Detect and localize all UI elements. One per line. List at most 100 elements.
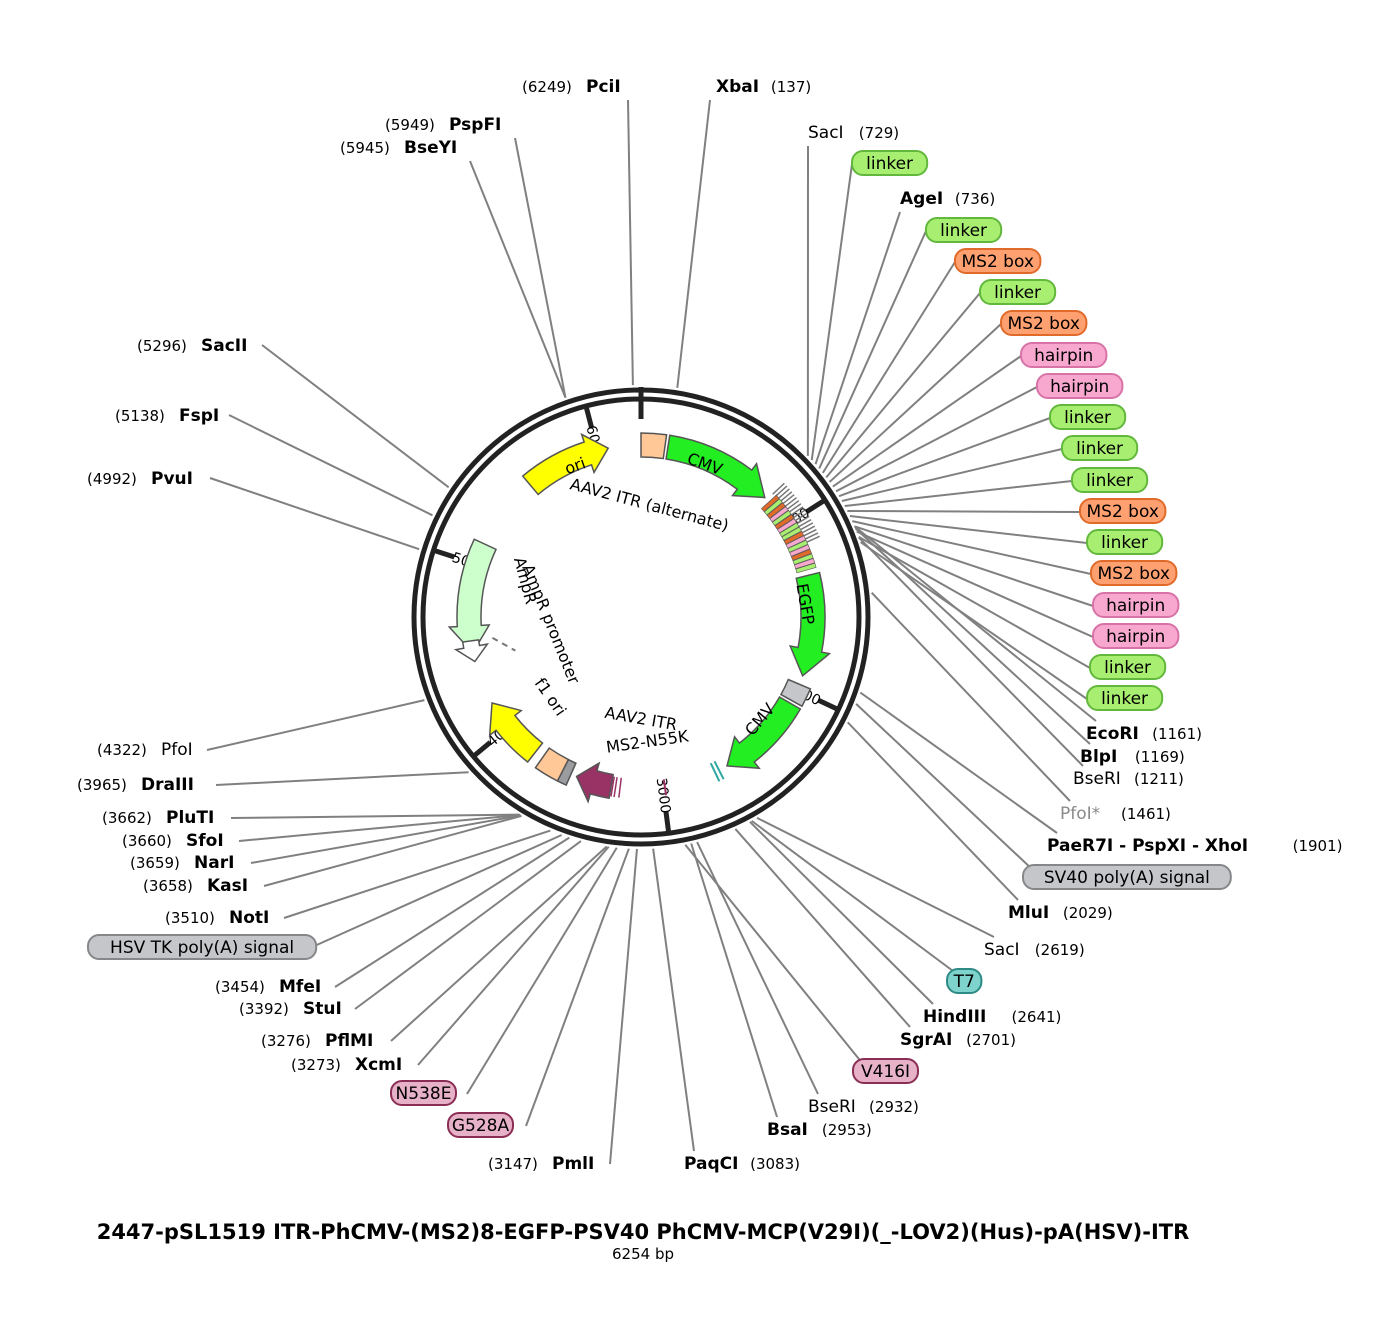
pill-label: V416I (861, 1062, 910, 1082)
feature-pill-linker[interactable]: linker (1049, 404, 1127, 430)
sv40-block[interactable] (779, 678, 812, 708)
itr-alternate-block[interactable] (640, 432, 668, 460)
pill-label: linker (1064, 408, 1111, 428)
pill-background (1086, 529, 1164, 555)
site-position-label: (1901) (1293, 837, 1343, 855)
feature-pill-linker[interactable]: linker (925, 217, 1003, 243)
site-position-label: (2701) (966, 1031, 1016, 1049)
restriction-site-pluti[interactable]: PluTI (3662) (102, 808, 214, 828)
ms2-cassette-stripe (776, 518, 797, 534)
egfp-arrow[interactable] (788, 571, 832, 678)
feature-pill-n538e[interactable]: N538E (390, 1080, 457, 1106)
restriction-site-mfei[interactable]: MfeI (3454) (215, 977, 321, 997)
feature-pill-hsv-tk-poly-a-signal[interactable]: HSV TK poly(A) signal (87, 934, 318, 960)
site-name-label: PaeR7I - PspXI - XhoI (1047, 836, 1248, 856)
pill-label: hairpin (1106, 596, 1165, 616)
restriction-site-hindiii[interactable]: HindIII (2641) (923, 1007, 1061, 1027)
restriction-site-saci[interactable]: SacI (2619) (984, 940, 1085, 960)
restriction-site-xcmi[interactable]: XcmI (3273) (291, 1055, 402, 1075)
restriction-site-sfoi[interactable]: SfoI (3660) (122, 831, 224, 851)
ampr-arrow[interactable] (447, 538, 497, 655)
feature-pill-g528a[interactable]: G528A (447, 1112, 514, 1138)
restriction-site-ecori[interactable]: EcoRI (1161) (1086, 724, 1202, 744)
restriction-site-mlui[interactable]: MluI (2029) (1008, 903, 1113, 923)
restriction-site-agei[interactable]: AgeI (736) (900, 189, 995, 209)
cassette-cut-mark (785, 500, 800, 511)
ampr-promoter-arrow[interactable] (453, 638, 490, 663)
restriction-site-paer7i-pspxi-xhoi[interactable]: PaeR7I - PspXI - XhoI (1901) (1047, 836, 1343, 856)
feature-pill-hairpin[interactable]: hairpin (1036, 373, 1124, 399)
ms2-n55k-arrow[interactable] (575, 761, 615, 804)
restriction-site-kasi[interactable]: KasI (3658) (143, 876, 248, 896)
site-position-label: (5945) (340, 139, 390, 157)
feature-pill-hairpin[interactable]: hairpin (1092, 623, 1180, 649)
restriction-site-pflmi[interactable]: PflMI (3276) (261, 1031, 373, 1051)
f1-ori-arrow[interactable] (488, 702, 544, 764)
site-name-label: NarI (194, 853, 234, 873)
pill-background (1086, 685, 1164, 711)
site-name-label: HindIII (923, 1007, 986, 1027)
restriction-site-pfoi[interactable]: PfoI (4322) (97, 740, 193, 760)
feature-pill-v416i[interactable]: V416I (852, 1058, 919, 1084)
restriction-site-stui[interactable]: StuI (3392) (239, 999, 342, 1019)
feature-pill-ms2-box[interactable]: MS2 box (954, 248, 1042, 274)
site-name-label: XcmI (355, 1055, 402, 1075)
feature-pill-sv40-poly-a-signal[interactable]: SV40 poly(A) signal (1022, 864, 1232, 890)
cassette-cut-mark (793, 512, 808, 523)
restriction-site-sacii[interactable]: SacII (5296) (137, 336, 247, 356)
restriction-site-paqci[interactable]: PaqCI (3083) (684, 1154, 800, 1174)
feature-pill-linker[interactable]: linker (1086, 529, 1164, 555)
site-position-label: (5949) (385, 116, 435, 134)
restriction-site-bseyi[interactable]: BseYI (5945) (340, 138, 457, 158)
pill-label: HSV TK poly(A) signal (110, 938, 294, 958)
feature-pill-linker[interactable]: linker (1086, 685, 1164, 711)
restriction-site-bseri[interactable]: BseRI (2932) (808, 1097, 919, 1117)
pill-background (1090, 560, 1178, 586)
ori-arrow[interactable] (521, 432, 610, 496)
restriction-site-fspi[interactable]: FspI (5138) (115, 406, 219, 426)
restriction-site-pspfi[interactable]: PspFI (5949) (385, 115, 501, 135)
feature-pill-t7[interactable]: T7 (946, 968, 983, 994)
restriction-site-xbai[interactable]: XbaI (137) (716, 77, 811, 97)
mutation-mark (610, 776, 616, 797)
restriction-site-pcii[interactable]: PciI (6249) (522, 77, 621, 97)
restriction-site-pfoi-[interactable]: PfoI* (1461) (1060, 804, 1171, 824)
restriction-site-bseri[interactable]: BseRI (1211) (1073, 769, 1184, 789)
feature-pill-ms2-box[interactable]: MS2 box (1000, 310, 1088, 336)
restriction-site-draiii[interactable]: DraIII (3965) (77, 775, 194, 795)
site-name-label: SacII (201, 336, 247, 356)
itr-block-2[interactable] (534, 747, 570, 782)
leader-line (844, 480, 1073, 507)
leader-line (749, 821, 934, 1005)
feature-pill-linker[interactable]: linker (1061, 435, 1139, 461)
feature-pill-linker[interactable]: linker (1089, 654, 1167, 680)
restriction-site-bsai[interactable]: BsaI (2953) (767, 1120, 872, 1140)
site-position-label: (2932) (869, 1098, 919, 1116)
feature-pill-ms2-box[interactable]: MS2 box (1079, 498, 1167, 524)
restriction-site-pvui[interactable]: PvuI (4992) (87, 469, 193, 489)
restriction-site-sgrai[interactable]: SgrAI (2701) (900, 1030, 1016, 1050)
restriction-site-noti[interactable]: NotI (3510) (165, 908, 269, 928)
site-name-label: PluTI (166, 808, 214, 828)
restriction-site-blpi[interactable]: BlpI (1169) (1080, 747, 1185, 767)
feature-pill-ms2-box[interactable]: MS2 box (1090, 560, 1178, 586)
feature-pill-linker[interactable]: linker (851, 150, 929, 176)
feature-pill-linker[interactable]: linker (979, 279, 1057, 305)
restriction-site-nari[interactable]: NarI (3659) (130, 853, 234, 873)
pill-background (1092, 592, 1180, 618)
feature-pill-hairpin[interactable]: hairpin (1092, 592, 1180, 618)
leader-line (853, 525, 1097, 722)
cmv-promoter-arrow-1[interactable] (665, 434, 766, 499)
site-position-label: (3510) (165, 909, 215, 927)
cmv-promoter-arrow-2[interactable] (726, 695, 802, 770)
restriction-site-pmli[interactable]: PmlI (3147) (488, 1154, 594, 1174)
site-position-label: (3083) (750, 1155, 800, 1173)
leader-line (856, 530, 1094, 638)
mutation-mark (618, 777, 623, 798)
cassette-cut-mark (801, 528, 817, 538)
restriction-site-saci[interactable]: SacI (729) (808, 123, 899, 143)
backbone-inner (420, 396, 862, 838)
feature-pill-hairpin[interactable]: hairpin (1020, 342, 1108, 368)
feature-pill-linker[interactable]: linker (1071, 467, 1149, 493)
